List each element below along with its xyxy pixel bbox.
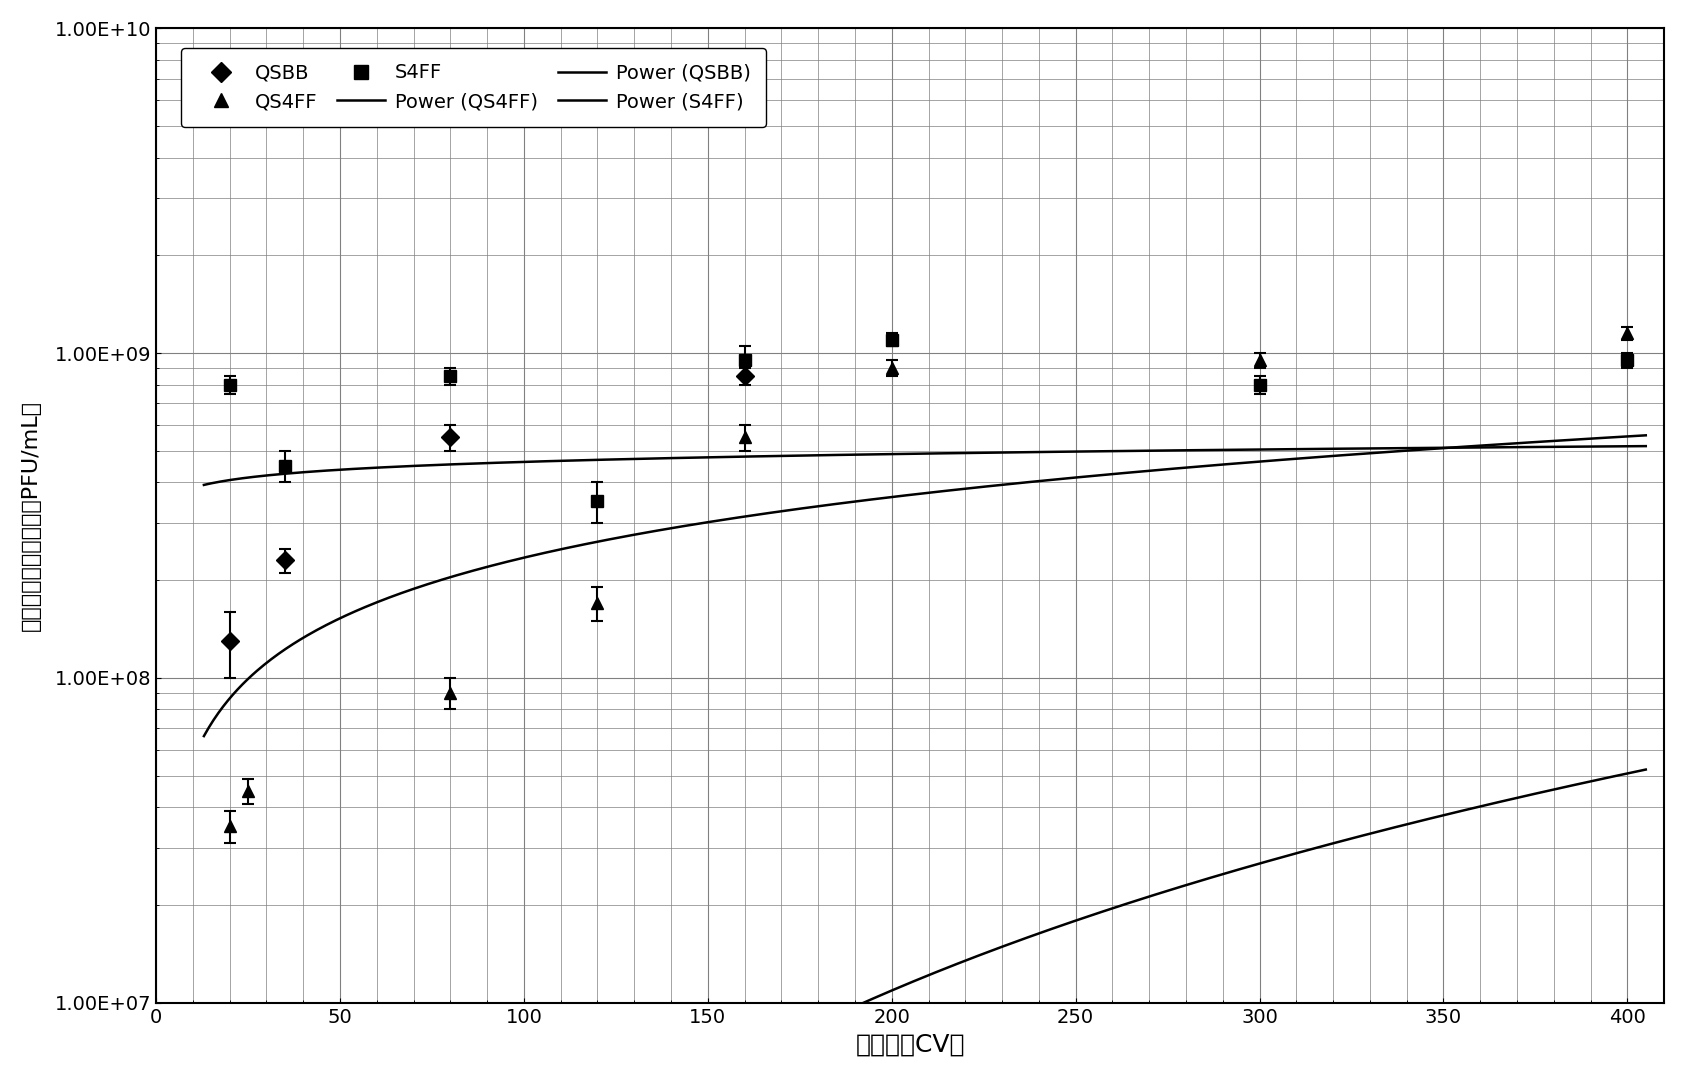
X-axis label: 柱体积（CV）: 柱体积（CV） (856, 1032, 966, 1057)
Legend: QSBB, QS4FF, S4FF, Power (QS4FF), Power (QSBB), Power (S4FF): QSBB, QS4FF, S4FF, Power (QS4FF), Power … (180, 47, 767, 127)
Y-axis label: 流通液的噌菌体效价（PFU/mL）: 流通液的噌菌体效价（PFU/mL） (20, 400, 40, 631)
